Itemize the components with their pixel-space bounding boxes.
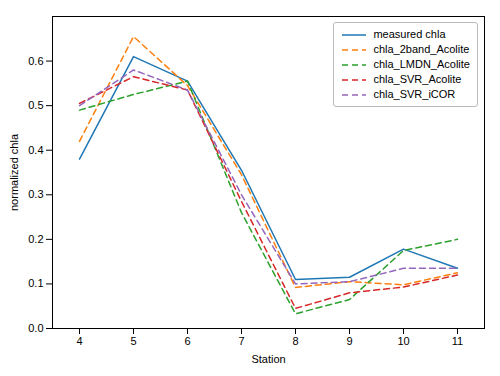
html-text:measured chla: measured chla: [373, 28, 446, 40]
svg-text:normalized chla: normalized chla: [8, 133, 20, 211]
svg-text:0.4: 0.4: [28, 144, 43, 156]
svg-text:9: 9: [346, 335, 352, 347]
svg-text:0.3: 0.3: [28, 188, 43, 200]
svg-text:11: 11: [452, 335, 463, 347]
svg-text:Station: Station: [251, 353, 285, 365]
svg-text:10: 10: [397, 335, 409, 347]
html-text:chla_LMDN_Acolite: chla_LMDN_Acolite: [373, 58, 470, 70]
html-text:chla_SVR_iCOR: chla_SVR_iCOR: [373, 88, 456, 100]
svg-text:8: 8: [292, 335, 298, 347]
svg-text:6: 6: [184, 335, 190, 347]
svg-text:7: 7: [238, 335, 244, 347]
svg-text:0.0: 0.0: [28, 322, 43, 334]
svg-text:0.6: 0.6: [28, 55, 43, 67]
svg-text:5: 5: [130, 335, 136, 347]
html-text:chla_SVR_Acolite: chla_SVR_Acolite: [373, 73, 462, 85]
svg-text:0.2: 0.2: [28, 233, 43, 245]
svg-text:0.1: 0.1: [28, 277, 43, 289]
svg-text:4: 4: [76, 335, 82, 347]
svg-text:0.5: 0.5: [28, 99, 43, 111]
html-text:chla_2band_Acolite: chla_2band_Acolite: [373, 43, 470, 55]
